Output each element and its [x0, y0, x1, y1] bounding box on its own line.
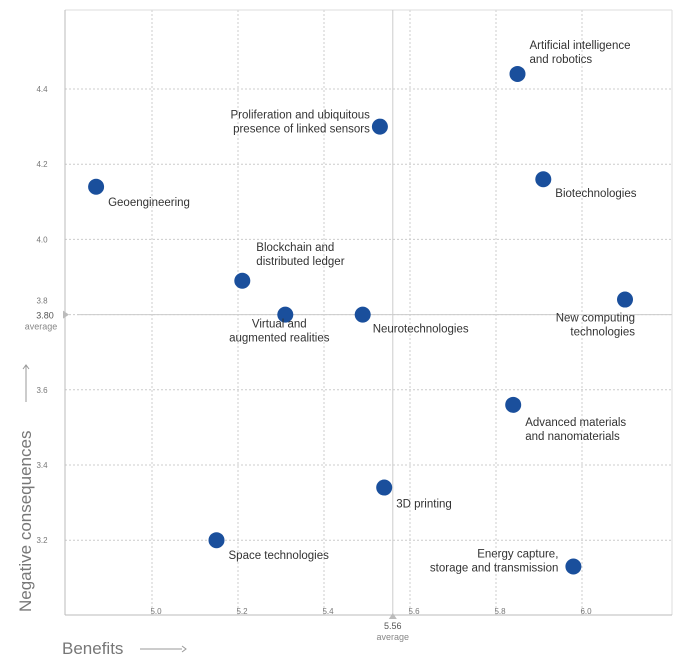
data-point-label: Space technologies [229, 550, 330, 562]
data-point [535, 171, 552, 188]
data-point-label: Neurotechnologies [373, 324, 469, 336]
data-point [208, 532, 225, 549]
y-tick-label: 4.2 [36, 160, 48, 169]
data-point [277, 306, 294, 323]
x-tick-label: 5.8 [494, 607, 506, 616]
data-point-label: Energy capture, [477, 549, 558, 561]
data-point-label: New computing [556, 313, 635, 325]
data-point [234, 272, 251, 289]
data-point [376, 479, 393, 496]
y-tick-label: 4.0 [36, 235, 48, 244]
data-point [509, 65, 526, 82]
data-point [371, 118, 388, 135]
y-tick-label: 3.8 [36, 297, 48, 306]
y-average-label: average [25, 322, 58, 332]
y-tick-label: 3.6 [36, 386, 48, 395]
y-axis-title: Negative consequences [16, 431, 35, 612]
data-point-label: and robotics [530, 54, 593, 66]
data-point-label: 3D printing [396, 499, 452, 511]
data-point-label: storage and transmission [430, 563, 558, 575]
data-point-label: Biotechnologies [555, 188, 636, 200]
data-point-label: technologies [570, 327, 635, 339]
data-point-label: distributed ledger [256, 256, 344, 268]
x-tick-label: 5.6 [408, 607, 420, 616]
data-point-label: Artificial intelligence [530, 40, 631, 52]
x-axis-arrow-icon [181, 645, 187, 653]
x-average-value: 5.56 [384, 621, 402, 631]
y-tick-label: 3.2 [36, 536, 48, 545]
data-point-label: Geoengineering [108, 197, 190, 209]
data-point-label: presence of linked sensors [233, 124, 370, 136]
x-tick-label: 5.0 [150, 607, 162, 616]
data-point [617, 291, 633, 308]
data-point [505, 396, 522, 413]
y-average-marker-icon [63, 310, 69, 319]
data-point-label: and nanomaterials [525, 431, 620, 443]
data-point [565, 558, 582, 575]
data-point-label: Advanced materials [525, 417, 626, 429]
x-tick-label: 5.2 [236, 607, 248, 616]
x-axis-title: Benefits [62, 639, 123, 658]
data-point [354, 306, 371, 323]
x-tick-label: 6.0 [580, 607, 592, 616]
x-tick-label: 5.4 [322, 607, 334, 616]
data-point-label: Blockchain and [256, 242, 334, 254]
x-average-label: average [377, 632, 410, 642]
data-point-label: Proliferation and ubiquitous [231, 110, 371, 122]
data-point-label: augmented realities [229, 333, 330, 345]
y-tick-label: 4.4 [36, 85, 48, 94]
x-average-marker-icon [388, 613, 397, 619]
y-axis-arrow-icon [22, 364, 30, 370]
data-point [88, 178, 105, 195]
y-average-value: 3.80 [36, 311, 54, 321]
data-point-label: Virtual and [252, 319, 307, 331]
y-tick-label: 3.4 [36, 461, 48, 470]
